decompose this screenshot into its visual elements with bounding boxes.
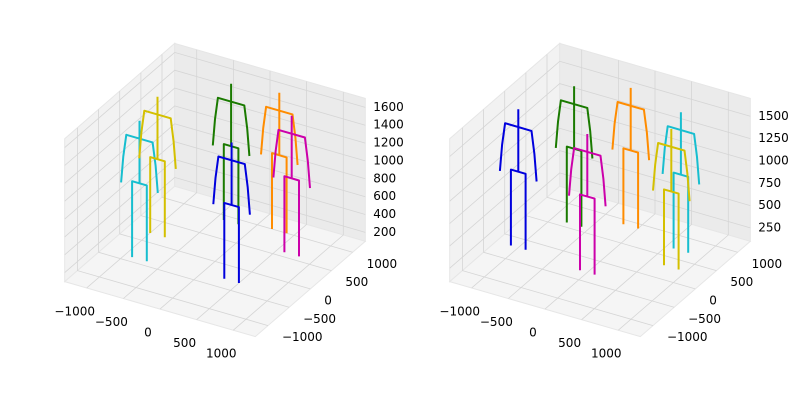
tick-label: 1250 — [758, 131, 789, 145]
grid-line — [449, 172, 751, 269]
grid-line — [581, 81, 692, 321]
tick-label: 1000 — [758, 153, 789, 167]
tick-label: 1000 — [367, 257, 398, 271]
grid-line — [64, 87, 366, 184]
tick-label: 500 — [173, 336, 196, 350]
skeleton — [212, 142, 251, 283]
tick-label: −500 — [303, 312, 336, 326]
tick-label: 500 — [345, 275, 368, 289]
grid-line — [159, 70, 271, 310]
tick-label: −1000 — [282, 330, 323, 344]
tick-label: 600 — [373, 189, 396, 203]
grid-line — [504, 91, 696, 290]
grid-line — [618, 92, 729, 331]
tick-label: 1000 — [752, 257, 783, 271]
tick-label: 1400 — [373, 118, 404, 132]
tick-label: 500 — [758, 198, 781, 212]
tick-label: 0 — [324, 293, 332, 307]
grid-line — [233, 92, 344, 331]
skeleton — [272, 115, 311, 257]
tick-label: 250 — [758, 220, 781, 234]
tick-label: −1000 — [667, 330, 708, 344]
skeleton — [652, 129, 691, 270]
tick-label: 1600 — [373, 100, 404, 114]
skeleton — [611, 87, 651, 229]
tick-label: 1000 — [373, 153, 404, 167]
tick-label: 0 — [529, 326, 537, 340]
tick-label: 200 — [373, 225, 396, 239]
tick-label: −500 — [480, 315, 513, 329]
skeleton — [120, 120, 159, 262]
grid-line — [196, 81, 308, 321]
tick-label: −500 — [688, 312, 721, 326]
tick-label: 1500 — [758, 109, 789, 123]
grid-line — [449, 83, 751, 180]
grid-line — [161, 54, 353, 253]
grid-line — [64, 141, 366, 238]
tick-label: 1000 — [206, 347, 237, 361]
tick-label: 800 — [373, 171, 396, 185]
tick-label: 500 — [730, 275, 753, 289]
grid-line — [86, 49, 198, 289]
grid-line — [64, 51, 366, 148]
grid-line — [64, 69, 366, 166]
grid-line — [123, 60, 234, 299]
grid-line — [508, 60, 619, 299]
tick-label: 500 — [558, 336, 581, 350]
skeleton — [661, 112, 701, 253]
tick-label: 750 — [758, 176, 781, 190]
grid-line — [64, 105, 366, 202]
skeleton — [568, 134, 607, 275]
grid-line — [64, 123, 366, 220]
grid-line — [98, 109, 290, 308]
tick-label: 1200 — [373, 136, 404, 150]
grid-line — [461, 127, 654, 326]
grid-line — [77, 127, 269, 326]
tick-label: −500 — [95, 315, 128, 329]
grid-line — [64, 176, 366, 273]
grid-line — [119, 91, 311, 290]
tick-label: 1000 — [591, 347, 622, 361]
grid-line — [483, 109, 675, 308]
tick-label: 400 — [373, 207, 396, 221]
tick-label: −1000 — [54, 304, 95, 318]
tick-label: 0 — [144, 326, 152, 340]
skeleton — [138, 96, 177, 238]
skeleton — [260, 92, 299, 234]
grid-line — [449, 150, 751, 247]
tick-label: −1000 — [439, 304, 480, 318]
grid-line — [449, 60, 751, 157]
grid-line — [544, 70, 656, 310]
grid-line — [140, 72, 332, 271]
skeleton — [498, 109, 538, 250]
tick-label: 0 — [709, 293, 717, 307]
